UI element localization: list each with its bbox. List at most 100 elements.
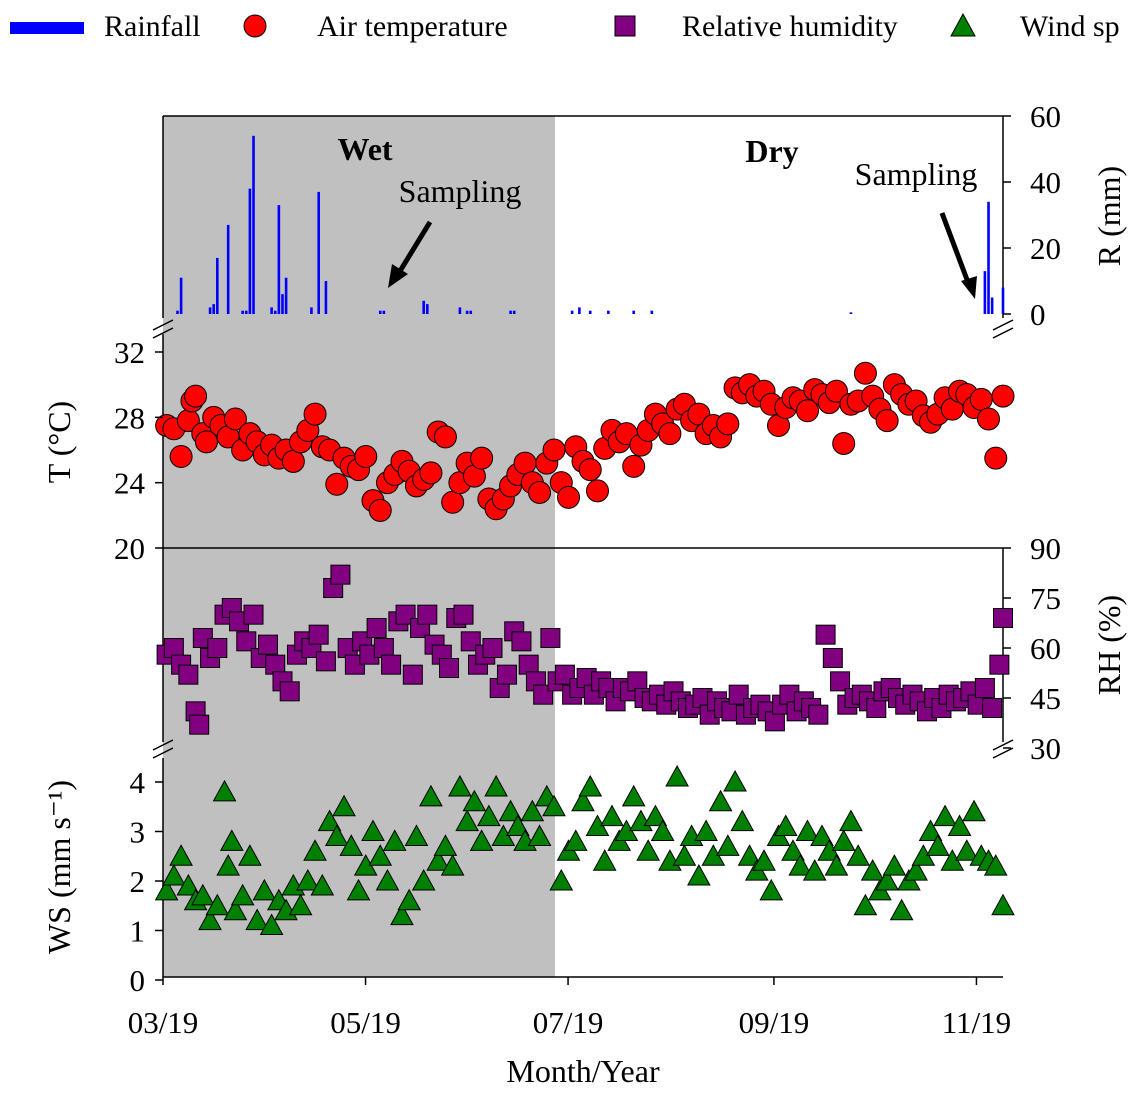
rainfall-bar — [990, 297, 994, 314]
wind-speed-point — [665, 765, 689, 787]
wind-speed-point — [382, 829, 407, 851]
temperature-point — [875, 409, 899, 433]
rain-tick-label: 40 — [1030, 165, 1061, 200]
temp-tick-label: 32 — [114, 335, 145, 370]
temp-tick-label: 20 — [114, 531, 145, 566]
rain-tick-label: 0 — [1030, 297, 1046, 332]
humidity-point — [417, 604, 438, 625]
humidity-point — [279, 681, 300, 702]
wind-speed-point — [600, 804, 624, 827]
temperature-point — [223, 407, 247, 431]
humidity-point — [866, 698, 887, 718]
humidity-point — [808, 704, 829, 725]
wind-speed-point — [788, 854, 813, 876]
temperature-point — [832, 431, 856, 455]
rainfall-bar — [987, 201, 990, 314]
rainfall-bar — [849, 312, 853, 314]
temperature-point — [184, 384, 208, 408]
humidity-point — [207, 638, 228, 658]
rh-tick-label: 60 — [1030, 631, 1061, 666]
humidity-point — [373, 638, 394, 658]
humidity-point — [511, 631, 532, 652]
wind-speed-point — [419, 784, 443, 807]
legend-rainfall-label: Rainfall — [104, 10, 201, 43]
temperature-point — [984, 446, 1008, 470]
humidity-point — [178, 664, 199, 685]
x-tick-label: 11/19 — [942, 1005, 1011, 1040]
humidity-point — [982, 698, 1003, 718]
wind-speed-point — [781, 839, 805, 861]
rainfall-bar — [284, 277, 288, 314]
wind-speed-point — [853, 893, 878, 916]
wind-speed-point — [737, 844, 762, 866]
sampling-arrow-1 — [388, 220, 433, 288]
wind-speed-point — [730, 809, 755, 832]
wind-speed-point — [752, 849, 776, 871]
humidity-point — [453, 604, 474, 625]
temperature-point — [194, 430, 218, 454]
humidity-point — [518, 654, 539, 675]
temperature-point — [795, 399, 819, 423]
humidity-point — [243, 604, 264, 625]
wind-speed-point — [339, 834, 364, 856]
temp-tick-label: 24 — [114, 466, 146, 501]
ws-tick-label: 4 — [130, 765, 146, 800]
ws-tick-label: 0 — [130, 963, 146, 998]
wind-speed-point — [477, 804, 501, 827]
wind-speed-point — [962, 799, 986, 822]
rain-tick-label: 60 — [1030, 99, 1061, 134]
wind-speed-point — [904, 859, 928, 881]
wind-speed-point — [498, 799, 523, 822]
humidity-point — [815, 624, 836, 645]
wind-speed-point — [650, 819, 675, 841]
temperature-point — [303, 402, 327, 426]
humidity-point — [236, 631, 257, 652]
humidity-point — [308, 624, 329, 645]
humidity-point — [822, 648, 843, 668]
rainfall-bar — [632, 310, 635, 314]
legend-relative-humidity-icon — [614, 15, 636, 37]
temperature-point — [557, 485, 581, 509]
rainfall-bar — [241, 310, 244, 314]
temperature-point — [513, 451, 537, 475]
x-tick-label: 07/19 — [533, 1005, 604, 1040]
wind-speed-point — [484, 774, 508, 797]
legend: Rainfall Air temperature Relative humidi… — [10, 10, 1120, 43]
rainfall-bar — [512, 310, 516, 314]
humidity-point — [330, 564, 351, 585]
ws-tick-label: 2 — [130, 864, 146, 899]
humidity-point — [189, 714, 210, 735]
x-axis-title: Month/Year — [506, 1053, 660, 1089]
temperature-point — [542, 438, 566, 462]
wind-speed-point — [404, 824, 429, 846]
wind-speed-point — [708, 789, 733, 812]
x-tick-label: 05/19 — [330, 1005, 401, 1040]
wind-speed-point — [795, 819, 820, 841]
wind-speed-point — [831, 829, 856, 851]
wind-speed-point — [621, 784, 646, 807]
ws-tick-label: 1 — [130, 914, 146, 949]
humidity-point — [366, 618, 387, 638]
wind-speed-point — [694, 819, 718, 841]
humidity-point — [439, 658, 460, 678]
wind-speed-point — [846, 844, 871, 866]
temperature-point — [716, 412, 740, 436]
rainfall-bar — [273, 310, 277, 314]
humidity-point — [163, 638, 184, 658]
wind-speed-point — [448, 774, 472, 797]
wind-speed-point — [469, 829, 494, 851]
wind-speed-point — [875, 868, 899, 891]
rainfall-bar — [176, 310, 179, 314]
rainfall-bar — [270, 307, 273, 314]
wind-speed-point — [212, 779, 237, 802]
rainfall-bar — [382, 310, 386, 314]
wind-speed-point — [578, 774, 603, 797]
rainfall-bar — [465, 310, 469, 314]
temperature-point — [578, 458, 602, 482]
rainfall-bar — [650, 310, 654, 314]
temperature-point — [824, 379, 848, 403]
rainfall-bar — [422, 300, 425, 314]
wind-speed-point — [238, 844, 262, 866]
wind-speed-point — [440, 854, 465, 876]
temperature-point — [658, 422, 682, 446]
